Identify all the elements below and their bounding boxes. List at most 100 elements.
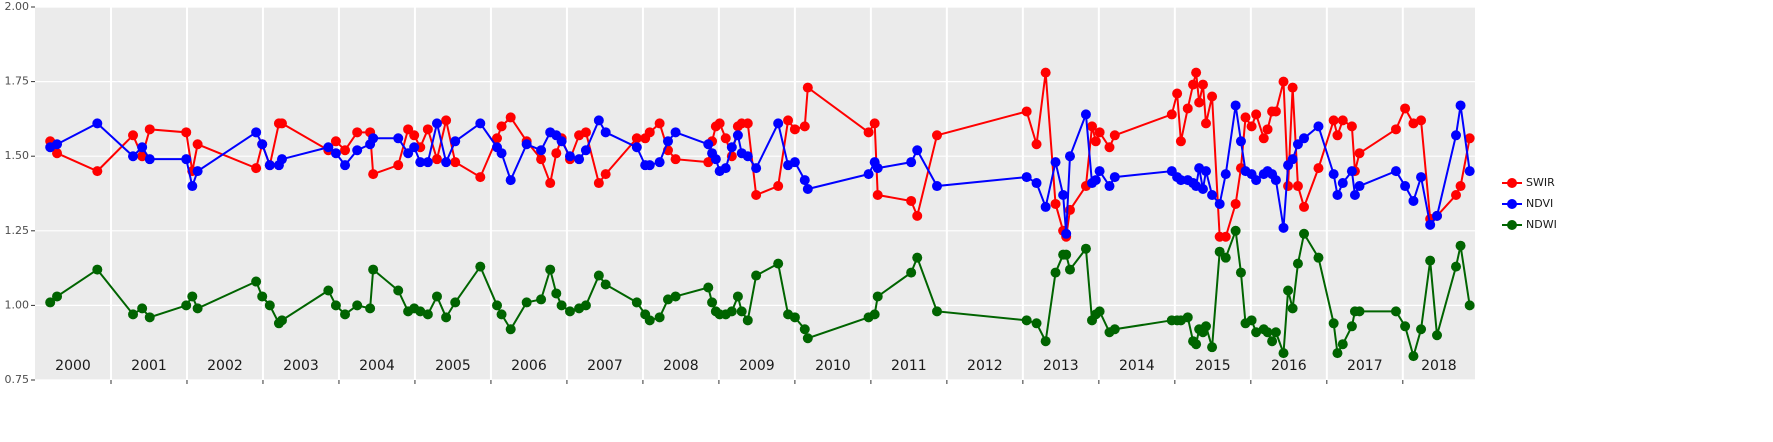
- point: [1182, 103, 1193, 114]
- y-tick-label: 1.75: [5, 75, 30, 88]
- point: [703, 282, 714, 293]
- point: [251, 276, 262, 287]
- point: [1214, 198, 1225, 209]
- point: [912, 210, 923, 221]
- point: [703, 139, 714, 150]
- point: [431, 291, 442, 302]
- point: [450, 297, 461, 308]
- point: [415, 306, 426, 317]
- point: [92, 118, 103, 129]
- point: [1287, 82, 1298, 93]
- point: [906, 157, 917, 168]
- year-label: 2014: [1119, 358, 1155, 374]
- point: [192, 303, 203, 314]
- year-label: 2002: [207, 358, 243, 374]
- point: [1400, 181, 1411, 192]
- point: [1087, 121, 1098, 132]
- point: [409, 142, 420, 153]
- point: [1094, 306, 1105, 317]
- point: [1094, 166, 1105, 177]
- point: [1332, 130, 1343, 141]
- point: [799, 324, 810, 335]
- point: [1166, 109, 1177, 120]
- point: [1425, 255, 1436, 266]
- year-label: 2009: [739, 358, 775, 374]
- point: [1451, 261, 1462, 272]
- point: [1031, 139, 1042, 150]
- point: [600, 127, 611, 138]
- point: [1090, 175, 1101, 186]
- year-label: 2001: [131, 358, 167, 374]
- point: [593, 115, 604, 126]
- point: [1400, 321, 1411, 332]
- point: [789, 157, 800, 168]
- point: [1172, 88, 1183, 99]
- point: [1416, 115, 1427, 126]
- point: [192, 139, 203, 150]
- point: [1328, 318, 1339, 329]
- point: [415, 157, 426, 168]
- point: [1200, 321, 1211, 332]
- point: [340, 309, 351, 320]
- point: [1390, 166, 1401, 177]
- point: [144, 124, 155, 135]
- point: [631, 297, 642, 308]
- point: [732, 130, 743, 141]
- point: [1451, 189, 1462, 200]
- point: [276, 315, 287, 326]
- point: [742, 315, 753, 326]
- point: [802, 82, 813, 93]
- y-tick-label: 1.25: [5, 224, 30, 237]
- point: [931, 130, 942, 141]
- point: [1400, 103, 1411, 114]
- point: [1240, 112, 1251, 123]
- point: [496, 309, 507, 320]
- point: [1416, 172, 1427, 183]
- point: [352, 300, 363, 311]
- legend-marker: [1507, 178, 1517, 188]
- year-label: 2017: [1347, 358, 1383, 374]
- point: [580, 145, 591, 156]
- point: [580, 127, 591, 138]
- point: [654, 157, 665, 168]
- point: [128, 151, 139, 162]
- point: [187, 291, 198, 302]
- point: [475, 261, 486, 272]
- point: [654, 312, 665, 323]
- point: [1175, 175, 1186, 186]
- point: [931, 181, 942, 192]
- point: [128, 130, 139, 141]
- point: [496, 121, 507, 132]
- point: [1251, 175, 1262, 186]
- point: [276, 118, 287, 129]
- point: [906, 195, 917, 206]
- point: [1278, 76, 1289, 87]
- year-label: 2013: [1043, 358, 1079, 374]
- legend-marker: [1507, 199, 1517, 209]
- point: [128, 309, 139, 320]
- point: [1292, 181, 1303, 192]
- point: [1040, 67, 1051, 78]
- point: [654, 118, 665, 129]
- year-label: 2010: [815, 358, 851, 374]
- point: [496, 148, 507, 159]
- point: [1299, 228, 1310, 239]
- point: [475, 118, 486, 129]
- point: [906, 267, 917, 278]
- point: [714, 118, 725, 129]
- point: [872, 163, 883, 174]
- point: [330, 136, 341, 147]
- point: [545, 264, 556, 275]
- point: [1080, 243, 1091, 254]
- point: [799, 175, 810, 186]
- point: [1090, 136, 1101, 147]
- point: [187, 181, 198, 192]
- point: [1299, 133, 1310, 144]
- point: [352, 145, 363, 156]
- point: [52, 148, 63, 159]
- year-label: 2018: [1421, 358, 1457, 374]
- point: [1040, 201, 1051, 212]
- point: [1455, 240, 1466, 251]
- point: [1432, 330, 1443, 341]
- point: [1349, 189, 1360, 200]
